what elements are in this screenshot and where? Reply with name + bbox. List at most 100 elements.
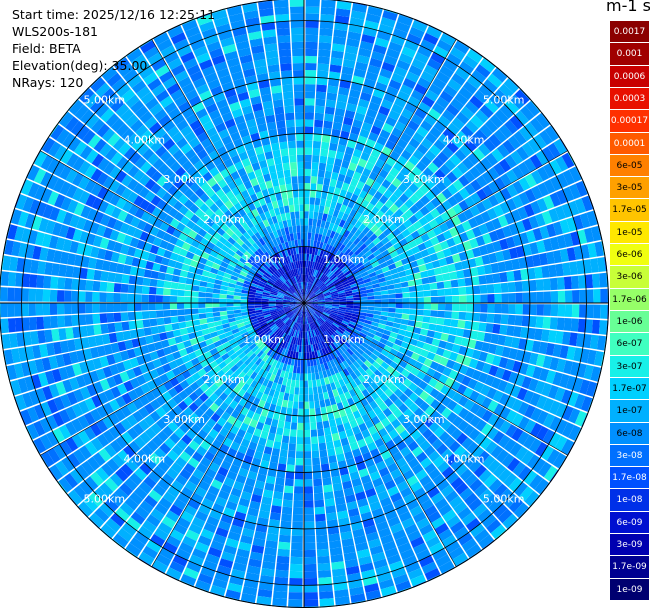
ppi-cell: [278, 221, 284, 229]
ppi-cell: [286, 319, 292, 326]
ppi-cell: [133, 228, 143, 239]
ppi-cell: [163, 310, 171, 317]
ppi-cell: [222, 257, 231, 265]
ppi-cell: [443, 84, 458, 98]
ppi-cell: [164, 156, 177, 168]
ppi-cell: [267, 187, 275, 196]
ppi-cell: [323, 309, 331, 314]
ppi-cell: [406, 372, 417, 382]
ppi-cell: [261, 362, 269, 371]
ppi-cell: [318, 334, 323, 342]
ppi-cell: [17, 377, 29, 394]
ppi-cell: [59, 340, 69, 354]
ppi-cell: [444, 159, 457, 171]
ppi-cell: [363, 278, 372, 284]
ppi-cell: [334, 380, 341, 389]
ppi-cell: [464, 139, 478, 152]
ppi-cell: [163, 168, 175, 180]
ppi-cell: [345, 295, 354, 299]
ppi-cell: [276, 294, 284, 298]
ppi-cell: [312, 358, 317, 366]
ppi-cell: [335, 202, 342, 211]
ppi-cell: [442, 248, 452, 258]
ppi-cell: [132, 398, 144, 410]
ppi-cell: [106, 313, 115, 323]
ppi-cell: [109, 492, 124, 507]
ppi-cell: [169, 344, 179, 353]
ppi-cell: [250, 217, 259, 226]
ppi-cell: [449, 154, 462, 166]
ppi-cell: [325, 279, 332, 286]
ppi-cell: [87, 336, 97, 348]
ppi-cell: [339, 235, 347, 244]
ppi-cell: [451, 117, 465, 130]
ppi-cell: [317, 281, 323, 288]
ppi-cell: [369, 501, 382, 512]
ppi-cell: [469, 166, 482, 179]
ppi-cell: [277, 291, 285, 296]
ppi-cell: [281, 435, 290, 444]
ppi-cell: [258, 415, 267, 424]
ppi-cell: [360, 398, 369, 407]
ppi-cell: [378, 168, 389, 179]
ppi-cell: [326, 192, 334, 201]
ppi-cell: [302, 310, 304, 318]
ppi-cell: [241, 528, 255, 538]
ppi-cell: [68, 489, 83, 505]
ppi-cell: [436, 192, 447, 204]
ppi-cell: [347, 200, 356, 209]
ppi-cell: [270, 505, 282, 514]
ppi-cell: [296, 444, 304, 452]
ppi-cell: [361, 199, 370, 209]
ppi-cell: [289, 303, 297, 305]
ppi-cell: [400, 132, 412, 144]
ppi-cell: [313, 393, 319, 402]
ppi-cell: [155, 303, 163, 310]
ppi-cell: [359, 332, 367, 339]
ppi-cell: [393, 161, 404, 172]
ppi-cell: [263, 401, 271, 411]
ppi-cell: [391, 418, 402, 429]
ppi-cell: [243, 521, 256, 531]
ppi-cell: [230, 409, 240, 419]
ppi-cell: [75, 375, 87, 388]
ppi-cell: [359, 445, 370, 455]
ppi-cell: [214, 472, 226, 484]
ppi-cell: [265, 241, 273, 250]
ppi-cell: [172, 416, 184, 428]
ppi-cell: [275, 163, 283, 172]
ppi-cell: [212, 156, 223, 167]
ppi-cell: [340, 473, 351, 483]
ppi-cell: [138, 336, 147, 346]
ppi-cell: [452, 295, 460, 303]
ppi-cell: [442, 349, 452, 359]
ppi-cell: [469, 390, 480, 402]
ppi-cell: [278, 541, 291, 550]
ppi-cell: [493, 417, 506, 430]
ppi-cell: [363, 261, 372, 268]
ppi-cell: [355, 196, 364, 206]
ppi-cell: [366, 202, 375, 212]
ppi-cell: [197, 131, 209, 143]
ppi-cell: [569, 183, 581, 200]
ppi-cell: [213, 16, 230, 28]
ppi-cell: [377, 257, 386, 265]
ppi-cell: [459, 487, 474, 501]
ppi-cell: [189, 412, 200, 424]
ppi-cell: [328, 344, 335, 352]
ppi-cell: [132, 423, 145, 436]
ppi-cell: [358, 355, 367, 363]
ppi-cell: [305, 63, 317, 71]
ppi-cell: [269, 248, 276, 256]
ppi-cell: [315, 311, 322, 317]
ppi-cell: [424, 567, 441, 581]
ppi-cell: [443, 436, 456, 448]
ppi-cell: [296, 366, 301, 374]
ppi-cell: [224, 253, 233, 261]
ppi-cell: [488, 133, 502, 148]
ppi-cell: [379, 337, 388, 345]
ppi-cell: [309, 401, 315, 409]
ppi-cell: [395, 351, 405, 360]
ppi-cell: [337, 144, 346, 153]
ppi-cell: [335, 372, 343, 381]
